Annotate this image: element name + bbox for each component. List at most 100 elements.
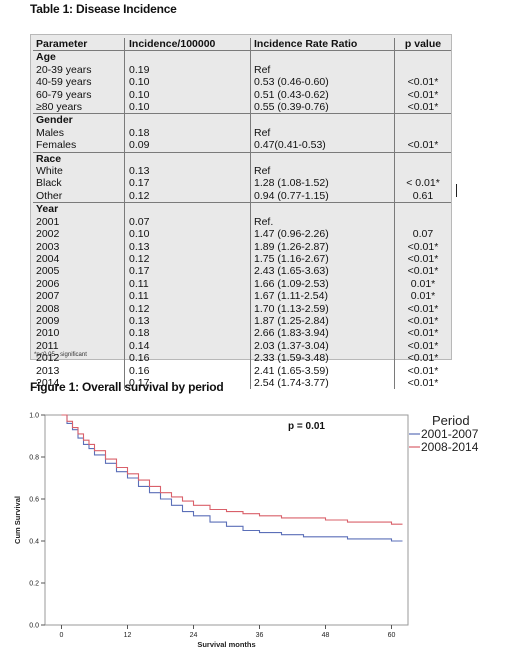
table-cell: 0.17 xyxy=(124,265,251,278)
table-cell xyxy=(395,51,452,64)
table-cell: 0.13 xyxy=(124,314,251,328)
text-cursor xyxy=(456,184,457,197)
y-tick-label: 0.6 xyxy=(29,497,39,504)
table-cell: 2011 xyxy=(33,339,125,353)
table-cell xyxy=(124,202,251,216)
table-row: 2013 0.16 2.41 (1.65-3.59) <0.01* xyxy=(33,364,451,377)
table-cell: 0.19 xyxy=(124,63,251,77)
x-tick-label: 48 xyxy=(322,632,330,639)
table-cell: 0.18 xyxy=(124,126,251,140)
y-tick-label: 1.0 xyxy=(29,413,39,420)
plot-area xyxy=(44,414,409,626)
table-header-row: Parameter Incidence/100000 Incidence Rate … xyxy=(33,38,451,52)
survival-chart: 0.0 0.2 0.4 0.6 0.8 1.0 0 12 24 36 48 60 p = 0.01 Cum… xyxy=(13,413,479,650)
table-cell: 2.43 (1.65-3.63) xyxy=(250,265,395,278)
table-cell: 0.17 xyxy=(124,376,251,390)
table-cell: 2002 xyxy=(33,228,125,241)
y-axis-label: Cum Survival xyxy=(13,496,22,544)
table-cell: 2005 xyxy=(33,265,125,278)
table-cell: 0.07 xyxy=(412,228,434,241)
table-cell: Black xyxy=(33,177,125,190)
table-cell: 0.47(0.41-0.53) xyxy=(250,139,395,153)
table-cell: <0.01* xyxy=(407,364,439,377)
x-axis-label: Survival months xyxy=(197,640,255,649)
table-row: 2002 0.10 1.47 (0.96-2.26) 0.07 xyxy=(33,228,451,241)
table-cell: 2.03 (1.37-3.04) xyxy=(250,339,395,353)
table-cell: 1.70 (1.13-2.59) xyxy=(250,302,395,315)
incidence-table: Parameter Incidence/100000 Incidence Rate … xyxy=(33,38,452,390)
x-tick-label: 60 xyxy=(388,632,396,639)
table-cell: 2008 xyxy=(33,302,125,315)
table-cell: 0.55 (0.39-0.76) xyxy=(250,101,395,114)
table-cell: <0.01* xyxy=(407,327,439,340)
table-row: 2011 0.14 2.03 (1.37-3.04) <0.01* xyxy=(33,339,451,353)
table-cell: 2.41 (1.65-3.59) xyxy=(250,364,395,377)
x-tick-label: 0 xyxy=(60,632,64,639)
table-cell: 1.89 (1.26-2.87) xyxy=(250,240,395,253)
table-row: 40-59 years 0.10 0.53 (0.46-0.60) <0.01* xyxy=(33,76,451,89)
table-cell: 20-39 years xyxy=(33,63,125,77)
table-cell: <0.01* xyxy=(407,88,439,101)
table-cell: 1.87 (1.25-2.84) xyxy=(250,314,395,328)
table-cell: 2014 xyxy=(33,376,125,390)
legend-entry-0: 2001-2007 xyxy=(421,427,479,441)
table-row: 2007 0.11 1.67 (1.11-2.54) 0.01* xyxy=(33,290,451,303)
table-cell: 0.01* xyxy=(410,290,436,303)
table-cell xyxy=(394,202,451,216)
table-cell: 0.10 xyxy=(124,101,251,114)
table-cell: 0.10 xyxy=(124,88,251,102)
table-row: 2006 0.11 1.66 (1.09-2.53) 0.01* xyxy=(33,277,451,291)
table-cell: <0.01* xyxy=(407,314,439,327)
legend-entry-1: 2008-2014 xyxy=(421,440,479,454)
table-cell: <0.01* xyxy=(407,252,439,265)
table-row: Males 0.18 Ref xyxy=(33,126,451,140)
table-row: 2009 0.13 1.87 (1.25-2.84) <0.01* xyxy=(33,314,451,328)
table-cell: 2010 xyxy=(33,327,125,340)
table-cell: 0.07 xyxy=(124,215,251,229)
table-cell xyxy=(250,202,395,216)
table-cell: 2003 xyxy=(33,240,125,253)
table-cell: 1.66 (1.09-2.53) xyxy=(250,277,395,291)
y-tick-label: 0.8 xyxy=(29,455,39,462)
table-title: Table 1: Disease Incidence xyxy=(30,2,177,16)
table-cell xyxy=(395,64,452,76)
table-cell: Ref xyxy=(250,165,395,178)
table-group-label: Race xyxy=(33,151,125,166)
table-group-row: Year xyxy=(33,202,451,216)
y-tick-label: 0.0 xyxy=(29,623,39,630)
table-cell: 2.54 (1.74-3.77) xyxy=(250,376,395,390)
table-group-row: Gender xyxy=(33,113,451,127)
table-row: 60-79 years 0.10 0.51 (0.43-0.62) <0.01* xyxy=(33,88,451,102)
table-row: 2010 0.18 2.66 (1.83-3.94) <0.01* xyxy=(33,327,451,340)
table-cell: 0.10 xyxy=(124,228,251,241)
table-cell xyxy=(250,50,395,64)
table-cell: <0.01* xyxy=(407,302,439,315)
table-cell: 0.12 xyxy=(124,302,251,315)
table-cell: ≥80 years xyxy=(33,101,125,114)
table-cell: <0.01* xyxy=(407,139,439,152)
table-cell: 40-59 years xyxy=(33,76,125,89)
table-cell: 0.12 xyxy=(124,189,251,203)
table-cell: 0.94 (0.77-1.15) xyxy=(250,189,395,203)
table-row: 2014 0.17 2.54 (1.74-3.77) <0.01* xyxy=(33,376,451,390)
table-group-label: Gender xyxy=(33,113,125,127)
table-cell: 2012 xyxy=(33,352,125,365)
table-row: ≥80 years 0.10 0.55 (0.39-0.76) <0.01* xyxy=(33,101,451,114)
table-row: Other 0.12 0.94 (0.77-1.15) 0.61 xyxy=(33,189,451,203)
table-row: 2004 0.12 1.75 (1.16-2.67) <0.01* xyxy=(33,252,451,266)
table-cell: Ref. xyxy=(250,215,395,229)
table-cell: 0.11 xyxy=(124,290,251,303)
table-cell: 0.14 xyxy=(124,339,251,353)
table-row: Black 0.17 1.28 (1.08-1.52) < 0.01* xyxy=(33,177,451,190)
table-cell: < 0.01* xyxy=(406,177,440,190)
x-tick-label: 12 xyxy=(124,632,132,639)
table-cell: Ref xyxy=(250,126,395,140)
table-cell: 0.11 xyxy=(124,277,251,291)
table-row: White 0.13 Ref xyxy=(33,165,451,178)
table-cell: 2007 xyxy=(33,290,125,303)
table-row: 20-39 years 0.19 Ref xyxy=(33,63,452,77)
table-cell: 2.66 (1.83-3.94) xyxy=(250,327,395,340)
table-cell xyxy=(394,151,451,166)
table-cell: 0.10 xyxy=(124,76,251,89)
x-tick-label: 24 xyxy=(190,632,198,639)
